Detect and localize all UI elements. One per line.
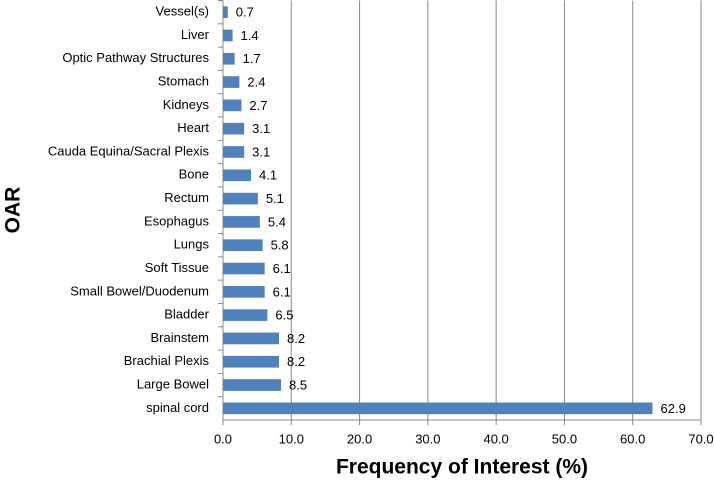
- value-label: 8.5: [289, 377, 307, 392]
- y-tick-label: Optic Pathway Structures: [62, 50, 209, 65]
- value-label: 62.9: [661, 401, 686, 416]
- bar: [223, 122, 245, 135]
- bar: [223, 262, 265, 275]
- bar: [223, 355, 279, 368]
- y-tick-label: Bone: [179, 167, 209, 182]
- x-tick-label: 20.0: [347, 431, 372, 446]
- y-tick-label: Kidneys: [163, 97, 210, 112]
- bar: [223, 309, 268, 321]
- x-tick-label: 40.0: [483, 431, 508, 446]
- bar: [223, 6, 228, 18]
- x-tick-label: 60.0: [620, 431, 645, 446]
- value-label: 8.2: [287, 331, 305, 346]
- bar: [223, 99, 242, 112]
- y-tick-label: Heart: [177, 120, 209, 135]
- y-tick-label: Small Bowel/Duodenum: [70, 283, 209, 298]
- x-tick-label: 30.0: [415, 431, 440, 446]
- y-tick-label: Cauda Equina/Sacral Plexis: [48, 143, 210, 158]
- value-label: 3.1: [252, 144, 270, 159]
- bar: [223, 146, 245, 158]
- value-label: 6.1: [273, 284, 291, 299]
- y-axis-title: OAR: [2, 187, 25, 234]
- y-tick-label: spinal cord: [146, 400, 209, 415]
- y-tick-label: Soft Tissue: [145, 260, 209, 275]
- y-tick-label: Esophagus: [144, 213, 210, 228]
- value-label: 4.1: [259, 168, 277, 183]
- value-label: 6.5: [275, 308, 293, 323]
- value-label: 3.1: [252, 121, 270, 136]
- y-tick-label: Vessel(s): [156, 4, 209, 19]
- bar: [223, 379, 282, 391]
- value-label: 5.1: [266, 191, 284, 206]
- bar: [223, 76, 240, 88]
- value-label: 1.7: [243, 51, 261, 66]
- x-tick-label: 70.0: [688, 431, 713, 446]
- y-tick-label: Liver: [181, 27, 210, 42]
- value-label: 8.2: [287, 354, 305, 369]
- y-tick-label: Stomach: [158, 74, 209, 89]
- y-tick-label: Brachial Plexis: [124, 353, 210, 368]
- value-label: 2.7: [249, 98, 267, 113]
- value-label: 1.4: [241, 28, 259, 43]
- y-tick-label: Lungs: [174, 237, 210, 252]
- y-tick-label: Bladder: [164, 307, 209, 322]
- bar: [223, 285, 265, 298]
- bar: [223, 216, 260, 228]
- value-label: 0.7: [236, 5, 254, 20]
- y-tick-label: Rectum: [164, 190, 209, 205]
- x-tick-label: 0.0: [214, 431, 232, 446]
- bar: [223, 52, 235, 65]
- bar: [223, 29, 233, 42]
- y-tick-label: Brainstem: [150, 330, 209, 345]
- value-label: 2.4: [247, 75, 265, 90]
- bar: [223, 402, 653, 415]
- value-label: 5.8: [271, 238, 289, 253]
- bar: [223, 192, 258, 205]
- bar: [223, 169, 251, 182]
- bar: [223, 239, 263, 252]
- value-label: 6.1: [273, 261, 291, 276]
- value-label: 5.4: [268, 214, 286, 229]
- bar: [223, 332, 279, 345]
- y-tick-label: Large Bowel: [137, 376, 209, 391]
- x-tick-label: 10.0: [279, 431, 304, 446]
- x-axis-title: Frequency of Interest (%): [336, 456, 588, 479]
- x-tick-label: 50.0: [552, 431, 577, 446]
